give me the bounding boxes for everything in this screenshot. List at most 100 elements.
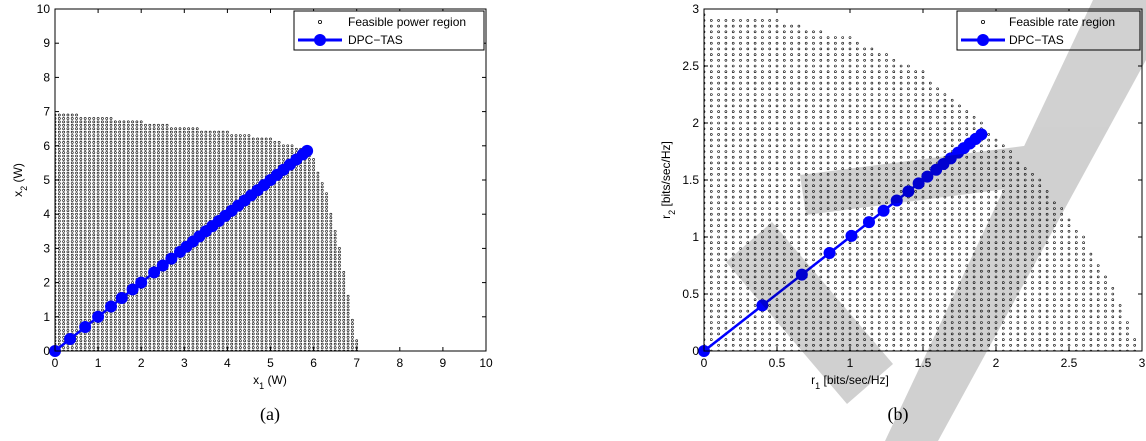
region-point-a bbox=[62, 250, 65, 254]
region-point-a bbox=[213, 151, 216, 154]
region-point-b bbox=[717, 212, 720, 216]
region-point-a bbox=[109, 182, 113, 185]
region-point-a bbox=[256, 332, 259, 336]
region-point-a bbox=[101, 164, 104, 168]
region-point-a bbox=[260, 141, 264, 144]
region-point-a bbox=[144, 322, 147, 325]
region-point-a bbox=[191, 346, 195, 349]
region-point-a bbox=[88, 175, 91, 178]
region-point-a bbox=[70, 308, 74, 312]
region-point-a bbox=[247, 288, 251, 291]
region-point-a bbox=[152, 206, 156, 209]
region-point-a bbox=[264, 137, 268, 141]
region-point-a bbox=[152, 308, 156, 312]
region-point-a bbox=[320, 240, 324, 243]
region-point-a bbox=[113, 168, 117, 172]
region-point-a bbox=[200, 209, 203, 213]
region-point-a bbox=[277, 182, 281, 185]
region-point-a bbox=[316, 315, 320, 319]
region-point-a bbox=[83, 305, 87, 308]
region-point-a bbox=[195, 332, 199, 336]
region-point-a bbox=[92, 270, 96, 274]
region-point-a bbox=[66, 171, 70, 175]
region-point-a bbox=[217, 325, 221, 329]
region-point-a bbox=[273, 270, 277, 274]
region-point-a bbox=[282, 223, 285, 226]
region-point-a bbox=[62, 141, 65, 144]
region-point-a bbox=[269, 164, 272, 168]
region-point-a bbox=[118, 202, 121, 206]
region-point-a bbox=[295, 267, 298, 271]
region-point-a bbox=[277, 325, 281, 329]
region-point-a bbox=[273, 219, 277, 223]
region-point-a bbox=[264, 274, 268, 278]
region-point-a bbox=[178, 240, 182, 243]
region-point-b bbox=[761, 247, 764, 250]
region-point-a bbox=[148, 223, 152, 226]
region-point-a bbox=[187, 137, 190, 141]
region-point-b bbox=[739, 212, 742, 216]
region-point-a bbox=[277, 294, 281, 298]
region-point-b bbox=[746, 81, 750, 85]
region-point-a bbox=[256, 315, 259, 319]
region-point-a bbox=[191, 212, 195, 216]
region-point-a bbox=[109, 127, 113, 131]
region-point-a bbox=[139, 243, 143, 247]
region-point-b bbox=[753, 247, 757, 250]
region-point-a bbox=[122, 127, 126, 131]
region-point-a bbox=[135, 329, 139, 332]
region-point-a bbox=[79, 253, 83, 257]
region-point-a bbox=[101, 171, 104, 175]
region-point-a bbox=[148, 195, 152, 199]
region-point-a bbox=[105, 264, 109, 267]
region-point-a bbox=[325, 264, 328, 267]
region-point-a bbox=[88, 305, 91, 308]
region-point-a bbox=[217, 161, 221, 165]
region-point-a bbox=[264, 195, 268, 199]
region-point-a bbox=[161, 134, 165, 137]
region-point-a bbox=[96, 291, 100, 295]
region-point-a bbox=[139, 253, 143, 257]
region-point-a bbox=[75, 161, 78, 165]
region-point-a bbox=[139, 291, 143, 295]
region-point-a bbox=[260, 233, 264, 237]
region-point-a bbox=[88, 294, 91, 298]
region-point-a bbox=[96, 144, 100, 148]
region-point-a bbox=[282, 267, 285, 271]
region-point-b bbox=[746, 338, 750, 341]
region-point-b bbox=[753, 81, 757, 85]
region-point-a bbox=[105, 294, 109, 298]
region-point-a bbox=[131, 332, 134, 336]
region-point-b bbox=[717, 286, 720, 290]
region-point-a bbox=[70, 325, 74, 329]
region-point-a bbox=[195, 164, 199, 168]
region-point-a bbox=[299, 270, 303, 274]
region-point-a bbox=[204, 274, 208, 278]
region-point-a bbox=[144, 212, 147, 216]
region-point-a bbox=[66, 250, 70, 254]
region-point-a bbox=[299, 332, 303, 336]
region-point-a bbox=[243, 212, 246, 216]
region-point-b bbox=[753, 93, 757, 96]
region-point-a bbox=[303, 171, 307, 175]
region-point-a bbox=[226, 188, 229, 192]
region-point-a bbox=[342, 346, 346, 349]
region-point-a bbox=[79, 335, 83, 339]
region-point-a bbox=[126, 322, 130, 325]
region-point-a bbox=[105, 185, 109, 189]
region-point-a bbox=[282, 332, 285, 336]
region-point-a bbox=[303, 216, 307, 219]
region-point-a bbox=[83, 161, 87, 165]
region-point-a bbox=[105, 147, 109, 151]
region-point-b bbox=[739, 30, 742, 34]
region-point-a bbox=[204, 188, 208, 192]
region-point-a bbox=[230, 305, 234, 308]
region-point-a bbox=[325, 247, 328, 250]
region-point-a bbox=[174, 274, 178, 278]
region-point-a bbox=[204, 192, 208, 196]
region-point-a bbox=[213, 294, 216, 298]
region-point-b bbox=[709, 178, 713, 182]
region-point-a bbox=[165, 130, 169, 134]
region-point-a bbox=[152, 294, 156, 298]
region-point-a bbox=[165, 151, 169, 154]
